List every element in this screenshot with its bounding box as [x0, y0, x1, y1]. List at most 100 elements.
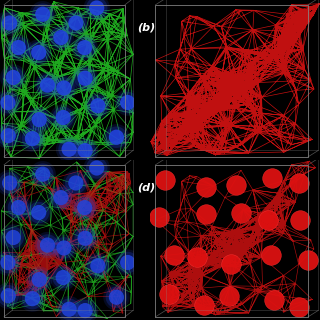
Point [37, 117, 42, 122]
Point [83, 76, 88, 81]
Point [40, 12, 45, 17]
Point [83, 236, 88, 241]
Point [114, 135, 119, 140]
Point [37, 117, 42, 122]
Point [60, 275, 66, 280]
Point [61, 85, 67, 91]
Point [61, 245, 67, 251]
Point [67, 307, 72, 312]
Point [58, 35, 63, 40]
Point [201, 302, 206, 308]
Point [125, 260, 130, 265]
Point [45, 243, 50, 248]
Point [30, 296, 35, 301]
Point [269, 252, 274, 257]
Point [73, 20, 78, 26]
Point [82, 205, 87, 210]
Point [40, 172, 45, 177]
Point [94, 165, 99, 171]
Point [16, 205, 21, 210]
Point [58, 195, 63, 200]
Point [16, 45, 21, 50]
Point [114, 135, 119, 140]
Point [95, 263, 100, 268]
Point [83, 76, 88, 81]
Point [67, 307, 72, 312]
Point [94, 165, 99, 171]
Point [37, 277, 42, 282]
Point [36, 50, 41, 55]
Text: (d): (d) [138, 182, 156, 192]
Point [30, 136, 35, 141]
Point [45, 243, 50, 248]
Point [5, 100, 11, 105]
Point [83, 76, 88, 81]
Point [163, 177, 168, 182]
Point [7, 20, 12, 26]
Point [95, 103, 100, 108]
Point [166, 291, 172, 296]
Point [270, 175, 275, 180]
Point [7, 180, 12, 186]
Text: (b): (b) [138, 22, 156, 32]
Point [114, 295, 119, 300]
Point [305, 258, 310, 263]
Point [296, 180, 301, 186]
Point [61, 245, 67, 251]
Point [95, 263, 100, 268]
Point [94, 5, 99, 11]
Point [6, 133, 11, 138]
Point [234, 183, 239, 188]
Point [83, 148, 88, 153]
Point [95, 103, 100, 108]
Point [298, 217, 303, 222]
Point [114, 135, 119, 140]
Point [58, 195, 63, 200]
Point [204, 185, 209, 190]
Point [58, 195, 63, 200]
Point [40, 172, 45, 177]
Point [45, 83, 50, 88]
Point [37, 117, 42, 122]
Point [6, 293, 11, 298]
Point [7, 20, 12, 26]
Point [5, 260, 11, 265]
Point [5, 100, 11, 105]
Point [60, 275, 66, 280]
Point [11, 75, 16, 80]
Point [37, 277, 42, 282]
Point [82, 205, 87, 210]
Point [45, 83, 50, 88]
Point [36, 210, 41, 215]
Point [30, 296, 35, 301]
Point [73, 20, 78, 26]
Point [6, 133, 11, 138]
Point [36, 50, 41, 55]
Point [6, 293, 11, 298]
Point [95, 103, 100, 108]
Point [83, 236, 88, 241]
Point [16, 45, 21, 50]
Point [73, 180, 78, 186]
Point [297, 304, 302, 309]
Point [16, 205, 21, 210]
Point [11, 235, 16, 240]
Point [67, 147, 72, 152]
Point [94, 5, 99, 11]
Point [16, 205, 21, 210]
Point [228, 261, 233, 267]
Point [83, 148, 88, 153]
Point [7, 180, 12, 186]
Point [5, 260, 11, 265]
Point [204, 212, 209, 217]
Point [226, 293, 231, 299]
Point [5, 100, 11, 105]
Point [30, 136, 35, 141]
Point [83, 308, 88, 313]
Point [195, 254, 200, 259]
Point [58, 35, 63, 40]
Point [73, 180, 78, 186]
Point [36, 50, 41, 55]
Point [11, 235, 16, 240]
Point [40, 12, 45, 17]
